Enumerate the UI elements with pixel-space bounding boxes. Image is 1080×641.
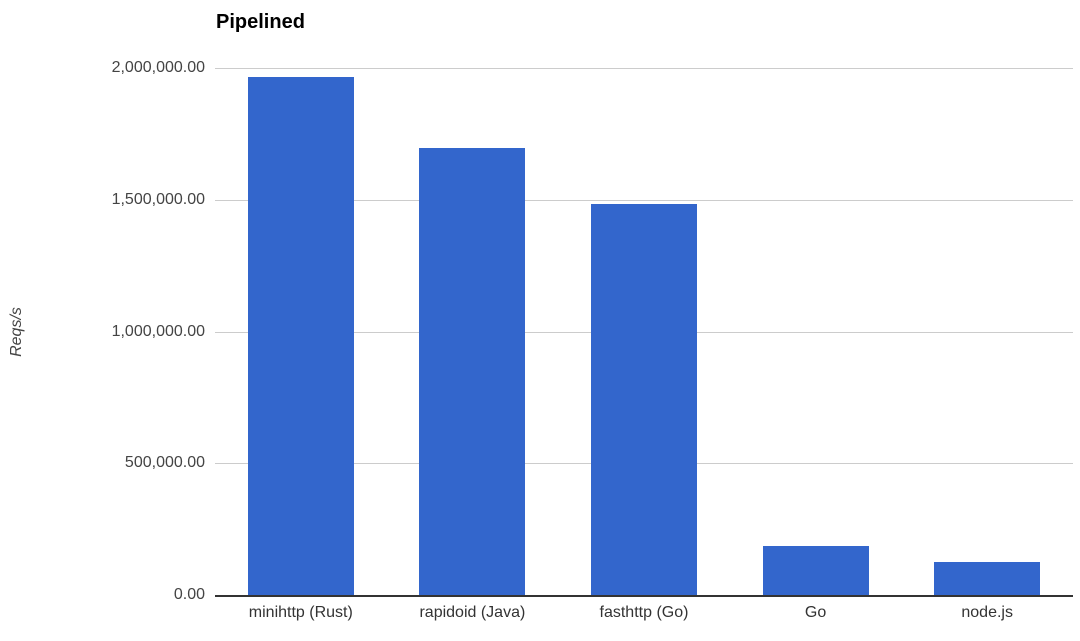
x-category-label: minihttp (Rust) [248,604,353,621]
bar-slot [387,68,559,595]
bar [934,561,1041,595]
bar-slot [558,68,730,595]
x-category-label: Go [804,604,827,621]
bar [419,148,526,595]
x-category-label: rapidoid (Java) [419,604,526,621]
bar [762,546,869,595]
y-tick-label: 1,500,000.00 [111,190,205,208]
y-tick-label: 2,000,000.00 [111,59,205,76]
y-tick-label: 1,000,000.00 [111,322,205,340]
y-axis-tick-labels: 0.00 500,000.00 1,000,000.00 1,500,000.00 2,… [0,59,205,603]
y-tick-label: 500,000.00 [124,454,205,472]
bar [590,203,697,595]
plot-area [215,68,1073,597]
x-category-label: node.js [961,604,1013,621]
bar-slot [730,68,902,595]
bar-slot [215,68,387,595]
x-category-label: fasthttp (Go) [599,604,689,621]
gridline [215,68,1073,69]
bar [247,77,354,595]
bar-slot [901,68,1073,595]
chart-title: Pipelined [216,11,305,33]
bar-series [215,68,1073,595]
x-axis-category-labels: minihttp (Rust) rapidoid (Java) fasthttp (… [215,604,1073,622]
gridline [215,199,1073,201]
y-tick-label: 0.00 [173,586,205,603]
